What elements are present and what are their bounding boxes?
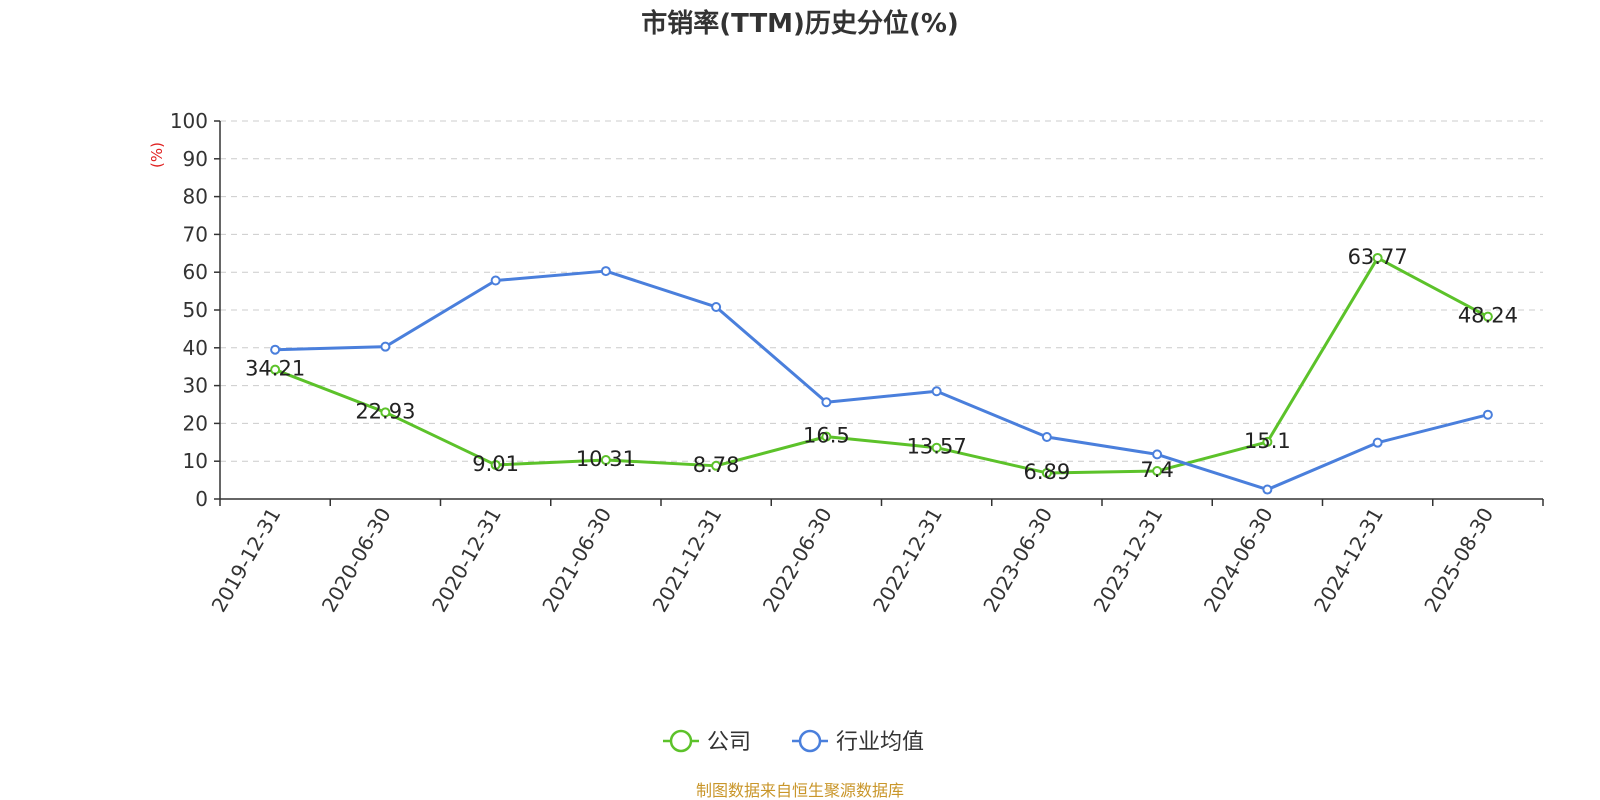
data-point[interactable] [380, 341, 391, 352]
data-point[interactable] [270, 364, 281, 375]
chart-title: 市销率(TTM)历史分位(%) [641, 8, 959, 39]
data-label: 6.89 [1023, 460, 1070, 484]
data-label: 16.5 [803, 424, 850, 448]
x-tick-label: 2023-12-31 [1089, 504, 1168, 617]
y-axis-label: (%) [148, 142, 166, 168]
source-note: 制图数据来自恒生聚源数据库 [696, 781, 904, 800]
x-tick-label: 2021-12-31 [648, 504, 727, 617]
data-point[interactable] [1372, 252, 1383, 263]
x-tick-label: 2020-12-31 [427, 504, 506, 617]
data-label: 63.77 [1348, 245, 1408, 269]
data-label: 48.24 [1458, 304, 1518, 328]
data-point[interactable] [600, 455, 611, 466]
data-point[interactable] [821, 397, 832, 408]
data-label: 15.1 [1244, 429, 1291, 453]
data-point[interactable] [1372, 437, 1383, 448]
series-line-industry-average [275, 269, 1489, 492]
data-label: 13.57 [907, 435, 967, 459]
data-point[interactable] [931, 442, 942, 453]
data-point[interactable] [490, 275, 501, 286]
y-tick-label: 100 [170, 109, 208, 133]
data-point[interactable] [1262, 436, 1273, 447]
y-tick-label: 90 [183, 147, 208, 171]
data-label: 8.78 [693, 453, 740, 477]
x-tick-label: 2019-12-31 [207, 504, 286, 617]
x-tick-label: 2022-12-31 [868, 504, 947, 617]
series-lines [270, 252, 1493, 495]
data-label: 34.21 [245, 357, 305, 381]
data-point[interactable] [1262, 484, 1273, 495]
legend-item-company[interactable]: 公司 [663, 729, 751, 755]
data-label: 22.93 [355, 399, 415, 423]
data-label: 9.01 [472, 452, 519, 476]
y-tick-label: 10 [183, 449, 208, 473]
data-point[interactable] [490, 459, 501, 470]
x-tick-label: 2023-06-30 [978, 504, 1057, 617]
y-tick-label: 50 [183, 298, 208, 322]
data-point[interactable] [1041, 432, 1052, 443]
data-label: 7.4 [1140, 458, 1173, 482]
series-line-company [274, 256, 1489, 475]
data-point[interactable] [1482, 409, 1493, 420]
data-point[interactable] [270, 344, 281, 355]
x-tick-label: 2025-08-30 [1419, 504, 1498, 617]
data-point[interactable] [711, 301, 722, 312]
y-tick-label: 30 [183, 374, 208, 398]
y-tick-label: 20 [183, 411, 208, 435]
grid-lines [220, 120, 1543, 462]
data-point[interactable] [1041, 467, 1052, 478]
data-point[interactable] [1152, 449, 1163, 460]
x-tick-label: 2024-06-30 [1199, 504, 1278, 617]
axes: 0 10 20 30 40 50 60 70 80 90 100 2019-12-31 2020-06-… [170, 109, 1544, 617]
legend-marker-icon [669, 729, 693, 753]
data-label: 10.31 [576, 447, 636, 471]
x-tick-label: 2024-12-31 [1309, 504, 1388, 617]
data-labels: 34.21 22.93 9.01 10.31 8.78 16.5 13.57 6.89 7.4 1… [245, 245, 1518, 484]
x-tick-label: 2021-06-30 [537, 504, 616, 617]
data-point[interactable] [711, 460, 722, 471]
data-point[interactable] [600, 266, 611, 277]
legend-marker-icon [798, 729, 822, 753]
data-point[interactable] [1152, 466, 1163, 477]
y-tick-label: 0 [195, 487, 208, 511]
data-point[interactable] [821, 431, 832, 442]
legend[interactable]: 公司 行业均值 [663, 729, 924, 755]
x-tick-label: 2022-06-30 [758, 504, 837, 617]
y-tick-label: 80 [183, 185, 208, 209]
legend-label: 公司 [707, 730, 751, 755]
y-tick-label: 70 [183, 222, 208, 246]
data-point[interactable] [1482, 311, 1493, 322]
y-tick-label: 40 [183, 336, 208, 360]
x-tick-label: 2020-06-30 [317, 504, 396, 617]
legend-label: 行业均值 [836, 730, 924, 755]
data-point[interactable] [380, 407, 391, 418]
y-tick-label: 60 [183, 260, 208, 284]
legend-item-industry-average[interactable]: 行业均值 [792, 729, 924, 755]
data-point[interactable] [931, 386, 942, 397]
